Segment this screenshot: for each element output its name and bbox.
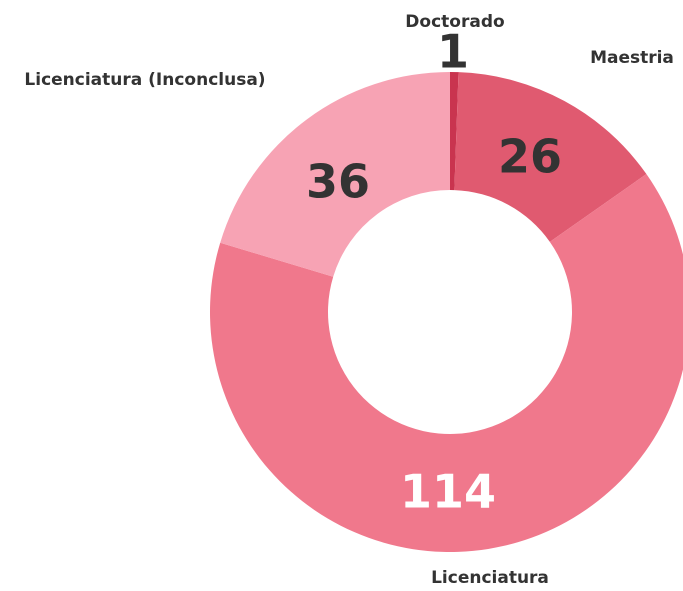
value-label: 1 — [437, 25, 469, 79]
value-label: 114 — [400, 465, 496, 519]
value-label: 26 — [498, 130, 562, 184]
category-label: Licenciatura — [431, 568, 549, 588]
donut-slice — [454, 72, 647, 242]
category-label: Doctorado — [405, 12, 504, 32]
donut-slice — [210, 174, 683, 552]
donut-slice — [450, 72, 459, 191]
category-label: Maestria — [590, 48, 674, 68]
donut-slice — [220, 72, 450, 277]
category-label: Licenciatura (Inconclusa) — [24, 70, 265, 90]
value-label: 36 — [306, 155, 370, 209]
